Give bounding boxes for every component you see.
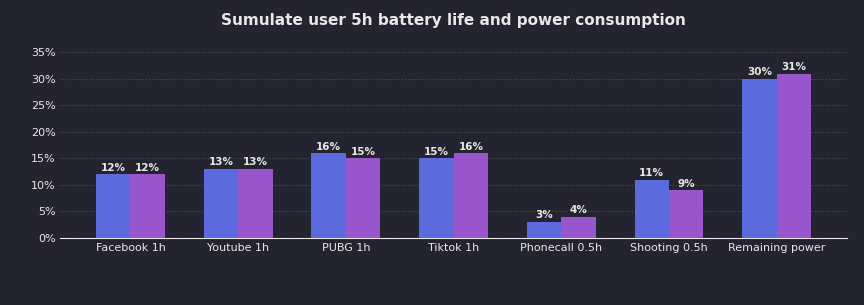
Bar	[346, 158, 380, 238]
Bar	[562, 217, 596, 238]
Text: 4%: 4%	[569, 205, 588, 215]
Bar	[419, 158, 454, 238]
Text: 16%: 16%	[458, 142, 483, 152]
Text: 12%: 12%	[136, 163, 160, 173]
Bar	[527, 222, 562, 238]
Bar	[742, 79, 777, 238]
Text: 13%: 13%	[208, 157, 233, 167]
Title: Sumulate user 5h battery life and power consumption: Sumulate user 5h battery life and power …	[221, 13, 686, 28]
Text: 30%: 30%	[747, 67, 772, 77]
Text: 12%: 12%	[101, 163, 126, 173]
Text: 31%: 31%	[781, 62, 806, 72]
Text: 15%: 15%	[351, 147, 376, 157]
Bar	[454, 153, 488, 238]
Bar	[204, 169, 238, 238]
Text: 16%: 16%	[316, 142, 341, 152]
Text: 3%: 3%	[535, 210, 553, 221]
Bar	[669, 190, 703, 238]
Text: 13%: 13%	[243, 157, 268, 167]
Text: 11%: 11%	[639, 168, 664, 178]
Bar	[96, 174, 130, 238]
Bar	[777, 74, 811, 238]
Bar	[634, 180, 669, 238]
Bar	[130, 174, 165, 238]
Text: 9%: 9%	[677, 179, 695, 188]
Bar	[311, 153, 346, 238]
Text: 15%: 15%	[424, 147, 449, 157]
Bar	[238, 169, 273, 238]
